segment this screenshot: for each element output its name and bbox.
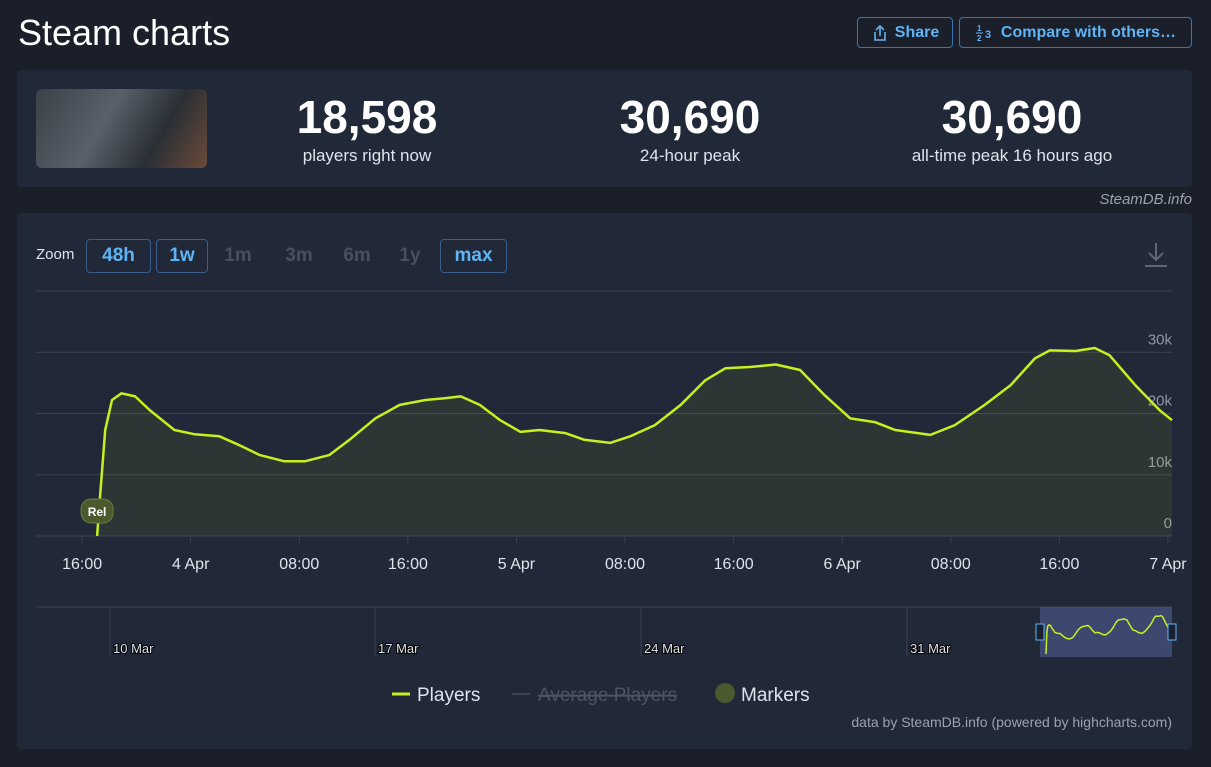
stat-label: players right now <box>302 146 432 165</box>
x-tick-label: 08:00 <box>605 556 645 573</box>
marker-label: Rel <box>88 505 107 519</box>
series-line <box>95 346 1173 537</box>
navigator-line <box>1045 614 1171 655</box>
navigator-label: 10 Mar <box>113 641 154 656</box>
navigator-handle <box>1035 623 1045 641</box>
navigator-label: 24 Mar <box>644 641 685 656</box>
stat-value: 18,598 <box>296 91 438 143</box>
navigator-window <box>1040 607 1172 657</box>
y-tick-label: 10k <box>1148 454 1173 471</box>
svg-text:1: 1 <box>977 24 982 33</box>
series-area <box>97 348 1172 536</box>
legend-label: Average Players <box>538 685 677 706</box>
svg-text:3: 3 <box>985 29 991 41</box>
stat-label: all-time peak 16 hours ago <box>911 146 1113 165</box>
compare-label: Compare with others… <box>1000 23 1177 41</box>
y-tick-label: 30k <box>1148 331 1173 348</box>
stats-panel <box>17 70 1192 187</box>
download-icon[interactable] <box>1143 241 1169 269</box>
x-tick-label: 16:00 <box>62 556 102 573</box>
x-tick-label: 4 Apr <box>172 556 210 573</box>
chart-panel <box>17 213 1192 749</box>
navigator-label: 31 Mar <box>910 641 951 656</box>
x-tick-label: 6 Apr <box>824 556 862 573</box>
game-image <box>36 89 207 168</box>
x-tick-label: 08:00 <box>931 556 971 573</box>
x-tick-label: 08:00 <box>279 556 319 573</box>
navigator-label: 17 Mar <box>378 641 419 656</box>
zoom-button[interactable]: max <box>440 239 507 273</box>
compare-icon: 12 3 <box>975 24 991 43</box>
share-icon <box>873 24 886 41</box>
y-tick-label: 0 <box>1164 515 1172 532</box>
x-tick-label: 16:00 <box>714 556 754 573</box>
watermark: SteamDB.info <box>1099 191 1192 208</box>
marker <box>80 498 114 524</box>
zoom-button[interactable]: 1m <box>224 245 252 266</box>
zoom-button[interactable]: 1w <box>156 239 208 273</box>
stat-label: 24-hour peak <box>639 146 741 165</box>
page-title: Steam charts <box>18 12 231 53</box>
stat-value: 30,690 <box>941 91 1083 143</box>
credits: data by SteamDB.info (powered by highcha… <box>851 714 1172 730</box>
svg-text:2: 2 <box>977 34 982 43</box>
legend-swatch <box>715 683 735 703</box>
x-tick-label: 16:00 <box>1039 556 1079 573</box>
x-tick-label: 5 Apr <box>498 556 536 573</box>
stat-value: 30,690 <box>619 91 761 143</box>
legend-label: Markers <box>741 685 810 706</box>
navigator-handle <box>1167 623 1177 641</box>
zoom-label: Zoom <box>36 246 75 263</box>
zoom-button[interactable]: 48h <box>86 239 151 273</box>
legend-label: Players <box>417 685 480 706</box>
zoom-button[interactable]: 6m <box>343 245 371 266</box>
zoom-button[interactable]: 1y <box>399 245 421 266</box>
share-button[interactable]: Share <box>857 17 953 48</box>
x-tick-label: 7 Apr <box>1149 556 1187 573</box>
zoom-button[interactable]: 3m <box>285 245 313 266</box>
x-tick-label: 16:00 <box>388 556 428 573</box>
share-label: Share <box>894 23 940 41</box>
